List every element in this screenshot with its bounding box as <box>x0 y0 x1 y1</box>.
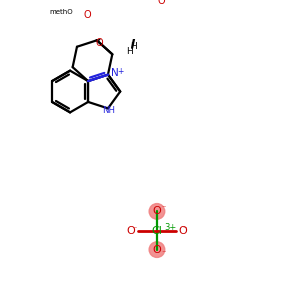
Text: methO: methO <box>50 9 73 15</box>
Text: H: H <box>126 47 133 56</box>
Text: ⁻: ⁻ <box>182 224 187 233</box>
Text: +: + <box>118 67 124 76</box>
Text: O: O <box>127 226 135 236</box>
Text: N: N <box>111 68 119 78</box>
Text: O: O <box>158 0 165 6</box>
Text: O: O <box>83 10 91 20</box>
Text: ⁻: ⁻ <box>133 224 137 233</box>
Text: O: O <box>153 245 161 256</box>
Text: H: H <box>130 42 137 51</box>
Text: O: O <box>179 226 188 236</box>
Text: ⁻: ⁻ <box>161 249 166 258</box>
Ellipse shape <box>149 242 165 257</box>
Text: 3+: 3+ <box>165 223 177 232</box>
Text: O: O <box>95 38 103 48</box>
Text: NH: NH <box>102 106 115 116</box>
Text: O: O <box>153 206 161 215</box>
Ellipse shape <box>149 204 165 219</box>
Text: Cl: Cl <box>152 226 162 236</box>
Text: ⁻: ⁻ <box>161 203 166 212</box>
